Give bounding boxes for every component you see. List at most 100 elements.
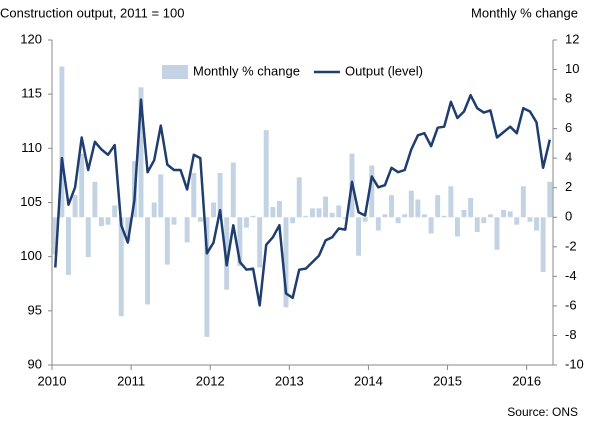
bar bbox=[415, 199, 421, 218]
bar bbox=[514, 217, 520, 225]
bar bbox=[336, 205, 342, 218]
bar bbox=[230, 162, 236, 218]
bar bbox=[125, 217, 131, 241]
bar bbox=[309, 208, 315, 218]
bar bbox=[382, 214, 388, 218]
bar bbox=[342, 217, 348, 219]
bar bbox=[481, 217, 487, 224]
x-tick-label: 2013 bbox=[275, 373, 304, 388]
bar bbox=[217, 172, 223, 218]
bar bbox=[184, 217, 190, 243]
y2-tick-label: 2 bbox=[565, 179, 572, 194]
bar bbox=[85, 217, 91, 258]
bar bbox=[263, 130, 269, 218]
y2-tick-label: 4 bbox=[565, 150, 572, 165]
bar bbox=[356, 217, 362, 256]
bar bbox=[118, 217, 124, 317]
x-tick-label: 2010 bbox=[38, 373, 67, 388]
bar bbox=[395, 217, 401, 224]
y2-title: Monthly % change bbox=[471, 5, 578, 20]
bar bbox=[428, 217, 434, 234]
x-tick-label: 2011 bbox=[117, 373, 145, 388]
bar bbox=[98, 217, 104, 227]
bar bbox=[421, 214, 427, 218]
bar bbox=[534, 217, 540, 231]
legend-label: Monthly % change bbox=[193, 63, 300, 78]
y-tick-label: 110 bbox=[21, 140, 42, 155]
legend-swatch bbox=[162, 65, 188, 79]
bar bbox=[158, 174, 164, 218]
bar bbox=[250, 215, 256, 218]
bar bbox=[474, 217, 480, 233]
y2-tick-label: -2 bbox=[565, 238, 577, 253]
bar bbox=[454, 217, 460, 237]
bar bbox=[237, 217, 243, 267]
bar bbox=[329, 212, 335, 218]
bar bbox=[224, 217, 230, 290]
y2-tick-label: -6 bbox=[565, 297, 577, 312]
bar bbox=[270, 206, 276, 218]
bar bbox=[52, 217, 58, 255]
bar bbox=[276, 201, 282, 218]
bar bbox=[65, 217, 71, 275]
bar bbox=[303, 215, 309, 218]
bar bbox=[105, 217, 111, 225]
bar bbox=[487, 214, 493, 218]
bar bbox=[171, 217, 177, 225]
y-tick-label: 120 bbox=[20, 31, 42, 46]
x-tick-label: 2012 bbox=[196, 373, 225, 388]
y2-tick-label: 6 bbox=[565, 120, 572, 135]
bar bbox=[138, 87, 144, 218]
bar bbox=[164, 217, 170, 265]
y2-tick-label: -8 bbox=[565, 327, 577, 342]
bar bbox=[547, 181, 553, 218]
source: Source: ONS bbox=[507, 405, 578, 419]
bar bbox=[527, 217, 533, 222]
bar bbox=[257, 217, 263, 268]
y-tick-label: 90 bbox=[28, 356, 42, 371]
chart-title: Construction output, 2011 = 100 bbox=[0, 5, 184, 20]
line bbox=[54, 93, 552, 307]
x-tick-label: 2014 bbox=[354, 373, 383, 388]
bar bbox=[369, 165, 375, 218]
bar bbox=[501, 209, 507, 218]
bar bbox=[435, 195, 441, 218]
bar bbox=[72, 195, 78, 218]
bar bbox=[520, 186, 526, 218]
bar bbox=[316, 208, 322, 218]
bar bbox=[507, 211, 513, 218]
bar bbox=[375, 217, 381, 231]
y2-tick-label: -10 bbox=[565, 356, 584, 371]
bar bbox=[191, 172, 197, 218]
bar bbox=[112, 205, 118, 218]
bar bbox=[197, 217, 203, 222]
bar bbox=[441, 215, 447, 218]
bar bbox=[494, 217, 500, 250]
bar bbox=[402, 214, 408, 218]
y-tick-label: 95 bbox=[28, 302, 42, 317]
x-tick-label: 2015 bbox=[433, 373, 462, 388]
y2-tick-label: 8 bbox=[565, 91, 572, 106]
x-tick-label: 2016 bbox=[512, 373, 541, 388]
y-tick-label: 100 bbox=[20, 248, 42, 263]
bar bbox=[540, 217, 546, 272]
bar bbox=[204, 217, 210, 337]
y-tick-label: 115 bbox=[21, 86, 42, 101]
bar bbox=[323, 196, 329, 218]
bar bbox=[296, 177, 302, 218]
bar bbox=[145, 217, 151, 305]
y2-tick-label: 10 bbox=[565, 61, 579, 76]
bar bbox=[59, 66, 65, 218]
bar bbox=[283, 217, 289, 308]
bar bbox=[408, 190, 414, 218]
y2-tick-label: -4 bbox=[565, 268, 577, 283]
legend-label: Output (level) bbox=[345, 63, 423, 78]
bar bbox=[92, 181, 98, 218]
bar bbox=[389, 195, 395, 218]
bar bbox=[461, 209, 467, 218]
bar bbox=[468, 198, 474, 218]
y2-tick-label: 12 bbox=[565, 31, 579, 46]
bar bbox=[448, 186, 454, 218]
bar bbox=[211, 202, 217, 218]
